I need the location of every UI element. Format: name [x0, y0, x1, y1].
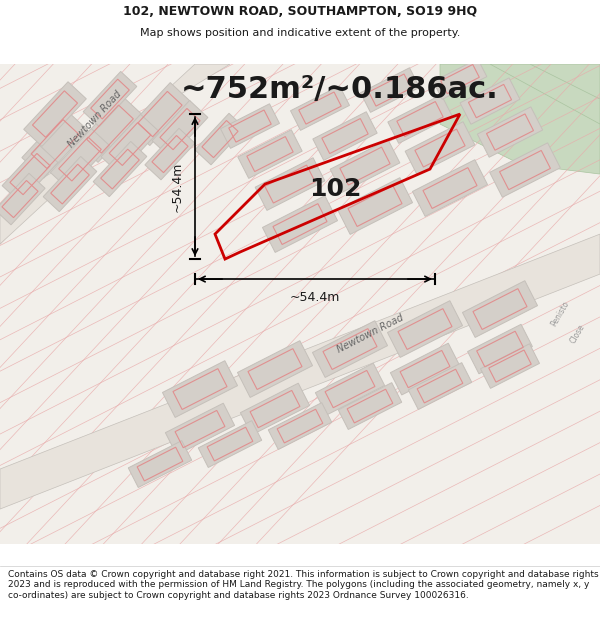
Polygon shape: [2, 146, 58, 202]
Polygon shape: [408, 362, 472, 409]
Polygon shape: [313, 321, 388, 378]
Polygon shape: [478, 107, 542, 158]
Polygon shape: [490, 143, 560, 198]
Polygon shape: [361, 68, 419, 112]
Polygon shape: [238, 130, 302, 178]
Polygon shape: [337, 177, 413, 234]
Text: 102, NEWTOWN ROAD, SOUTHAMPTON, SO19 9HQ: 102, NEWTOWN ROAD, SOUTHAMPTON, SO19 9HQ: [123, 6, 477, 18]
Polygon shape: [330, 140, 400, 192]
Polygon shape: [481, 344, 539, 388]
Polygon shape: [313, 112, 377, 161]
Polygon shape: [467, 324, 532, 374]
Polygon shape: [101, 114, 159, 174]
Polygon shape: [83, 71, 137, 127]
Polygon shape: [221, 104, 280, 148]
Polygon shape: [388, 95, 452, 143]
Polygon shape: [0, 64, 230, 244]
Polygon shape: [440, 64, 600, 174]
Polygon shape: [290, 86, 349, 131]
Polygon shape: [50, 129, 110, 189]
Text: ~54.4m: ~54.4m: [170, 161, 184, 212]
Text: Newtown Road: Newtown Road: [335, 313, 405, 355]
Polygon shape: [255, 158, 325, 211]
Polygon shape: [262, 196, 338, 252]
Polygon shape: [460, 78, 520, 124]
Polygon shape: [268, 402, 332, 449]
Polygon shape: [145, 128, 195, 180]
Polygon shape: [43, 156, 97, 212]
Polygon shape: [195, 113, 245, 165]
Polygon shape: [490, 64, 600, 124]
Polygon shape: [463, 281, 538, 338]
Polygon shape: [77, 96, 142, 162]
Polygon shape: [166, 403, 235, 455]
Polygon shape: [391, 343, 460, 395]
Polygon shape: [93, 141, 147, 197]
Polygon shape: [152, 101, 208, 158]
Polygon shape: [338, 382, 402, 429]
Polygon shape: [0, 173, 45, 225]
Polygon shape: [241, 383, 310, 435]
Text: ~54.4m: ~54.4m: [290, 291, 340, 304]
Polygon shape: [22, 110, 88, 178]
Polygon shape: [388, 301, 463, 358]
Polygon shape: [23, 82, 86, 146]
Polygon shape: [128, 441, 192, 488]
Text: Contains OS data © Crown copyright and database right 2021. This information is : Contains OS data © Crown copyright and d…: [8, 570, 598, 599]
Polygon shape: [130, 82, 191, 146]
Text: 102: 102: [309, 177, 361, 201]
Polygon shape: [198, 421, 262, 468]
Text: Close: Close: [569, 323, 587, 345]
Text: Penisto: Penisto: [549, 300, 571, 328]
Polygon shape: [163, 361, 238, 418]
Polygon shape: [433, 59, 487, 99]
Polygon shape: [405, 122, 475, 174]
Polygon shape: [412, 160, 488, 216]
Polygon shape: [0, 234, 600, 509]
Text: Newtown Road: Newtown Road: [67, 89, 124, 149]
Polygon shape: [238, 341, 313, 398]
Text: ~752m²/~0.186ac.: ~752m²/~0.186ac.: [181, 74, 499, 104]
Text: Map shows position and indicative extent of the property.: Map shows position and indicative extent…: [140, 28, 460, 38]
Polygon shape: [316, 363, 385, 415]
